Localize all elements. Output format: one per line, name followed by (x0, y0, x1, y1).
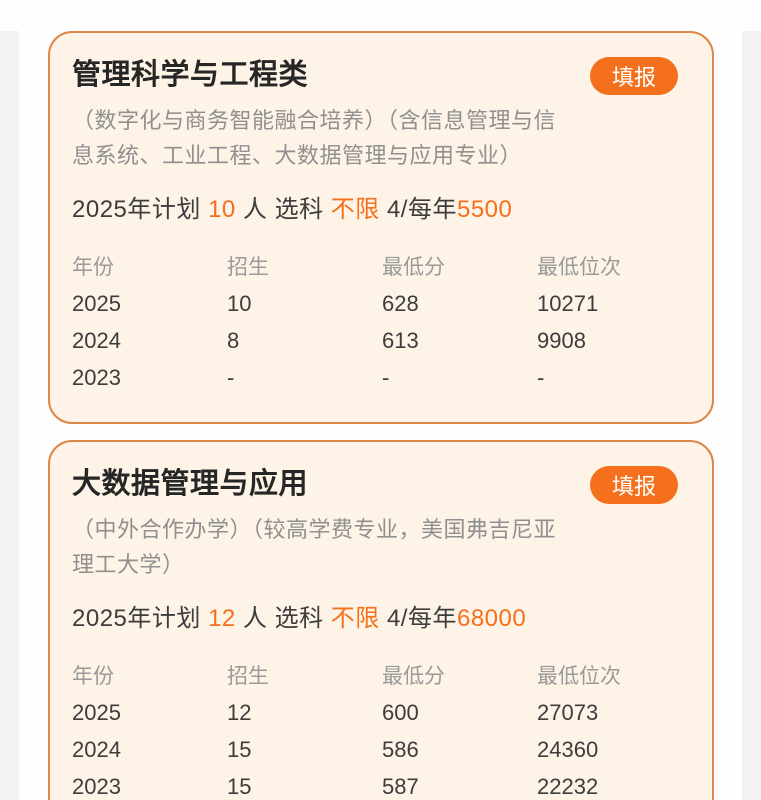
table-cell-enrollment: 10 (227, 291, 252, 316)
tuition-amount: 68000 (456, 605, 527, 632)
table-cell-min-score: 613 (382, 328, 419, 353)
card-header: 管理科学与工程类 填报 (72, 55, 688, 95)
tuition-prefix: 4/每年 (379, 605, 457, 632)
table-cell-min-score: 586 (382, 737, 419, 762)
column-header-year: 年份 (72, 256, 114, 279)
table-cell-enrollment: - (227, 365, 235, 390)
column-header-enrollment: 招生 (227, 665, 269, 688)
plan-count: 12 (208, 605, 236, 632)
table-cell-min-rank: 10271 (537, 291, 599, 316)
card-header: 大数据管理与应用 填报 (72, 464, 688, 504)
plan-count: 10 (208, 196, 236, 223)
column-header-min-rank: 最低位次 (537, 665, 621, 688)
table-cell-min-score: 600 (382, 700, 419, 725)
apply-button[interactable]: 填报 (590, 466, 678, 504)
table-cell-min-score: 587 (382, 774, 419, 799)
major-card-management-science: 管理科学与工程类 填报 （数字化与商务智能融合培养）（含信息管理与信息系统、工业… (48, 31, 714, 424)
column-header-min-rank: 最低位次 (537, 256, 621, 279)
tuition-prefix: 4/每年 (379, 196, 457, 223)
column-header-year: 年份 (72, 665, 114, 688)
table-cell-enrollment: 12 (227, 700, 252, 725)
table-cell-enrollment: 15 (227, 774, 252, 799)
table-cell-year: 2025 (72, 291, 121, 316)
apply-button[interactable]: 填报 (590, 57, 678, 95)
table-cell-min-rank: 9908 (537, 328, 586, 353)
plan-prefix: 2025年计划 (72, 605, 209, 632)
table-cell-min-rank: 22232 (537, 774, 599, 799)
table-cell-year: 2025 (72, 700, 121, 725)
column-header-min-score: 最低分 (382, 256, 445, 279)
tuition-amount: 5500 (456, 196, 513, 223)
table-cell-min-rank: 24360 (537, 737, 599, 762)
table-cell-year: 2024 (72, 737, 121, 762)
plan-unit-and-subject-label: 人 选科 (235, 605, 331, 632)
subject-requirement: 不限 (330, 196, 380, 223)
admission-history-table: 年份 招生 最低分 最低位次 2025 12 600 27073 2024 15… (72, 660, 688, 800)
right-gutter (742, 31, 761, 800)
left-gutter (0, 31, 19, 800)
table-cell-min-rank: - (537, 365, 545, 390)
admission-history-table: 年份 招生 最低分 最低位次 2025 10 628 10271 2024 8 … (72, 251, 688, 396)
plan-prefix: 2025年计划 (72, 196, 209, 223)
table-cell-year: 2023 (72, 774, 121, 799)
major-card-big-data: 大数据管理与应用 填报 （中外合作办学）（较高学费专业，美国弗吉尼亚理工大学） … (48, 440, 714, 800)
plan-line: 2025年计划 12 人 选科 不限 4/每年68000 (72, 604, 688, 634)
table-cell-enrollment: 8 (227, 328, 240, 353)
table-cell-min-rank: 27073 (537, 700, 599, 725)
subject-requirement: 不限 (330, 605, 380, 632)
table-cell-min-score: 628 (382, 291, 419, 316)
major-title: 管理科学与工程类 (72, 59, 309, 91)
column-header-enrollment: 招生 (227, 256, 269, 279)
table-cell-enrollment: 15 (227, 737, 252, 762)
table-cell-year: 2023 (72, 365, 121, 390)
major-title: 大数据管理与应用 (72, 468, 309, 500)
table-cell-year: 2024 (72, 328, 121, 353)
plan-unit-and-subject-label: 人 选科 (235, 196, 331, 223)
major-subtitle: （数字化与商务智能融合培养）（含信息管理与信息系统、工业工程、大数据管理与应用专… (72, 108, 557, 168)
plan-line: 2025年计划 10 人 选科 不限 4/每年5500 (72, 195, 688, 225)
column-header-min-score: 最低分 (382, 665, 445, 688)
major-subtitle: （中外合作办学）（较高学费专业，美国弗吉尼亚理工大学） (72, 517, 557, 577)
major-list-page: 管理科学与工程类 填报 （数字化与商务智能融合培养）（含信息管理与信息系统、工业… (0, 31, 761, 800)
table-cell-min-score: - (382, 365, 390, 390)
